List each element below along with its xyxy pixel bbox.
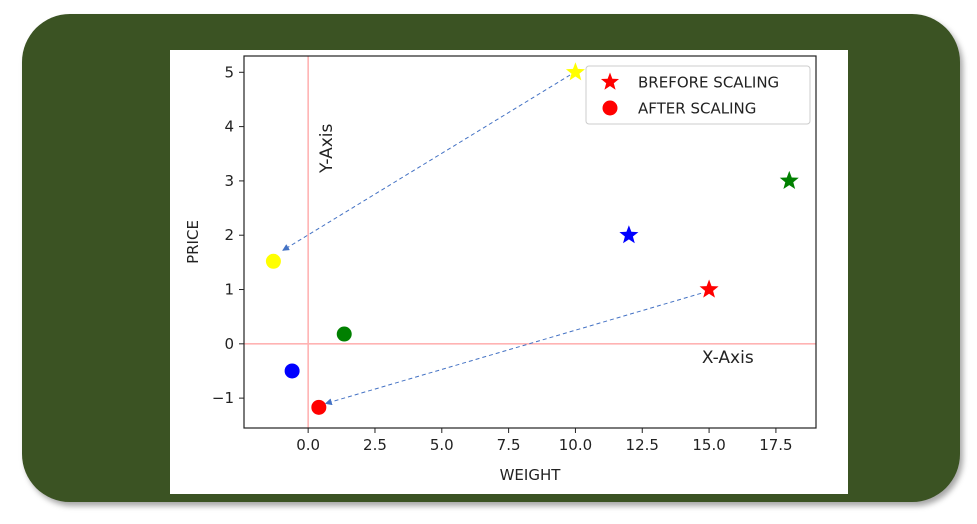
data-point-star (699, 279, 719, 298)
x-tick-label: 10.0 (559, 436, 592, 454)
x-tick-label: 0.0 (296, 436, 320, 454)
y-tick-label: −1 (212, 389, 234, 407)
x-tick-label: 2.5 (363, 436, 387, 454)
data-point-star (619, 225, 639, 244)
plot-frame (243, 55, 817, 429)
chart-panel: 0.0 2.5 5.0 7.5 10.0 12.5 15.0 17.5 −1 0 1 2 3 4 5 WEIG… (170, 50, 848, 494)
x-tick-label: 15.0 (692, 436, 725, 454)
data-point-circle (311, 399, 327, 415)
scaling-arrow (324, 292, 702, 406)
data-point-star (779, 170, 799, 189)
y-tick-label: 2 (224, 226, 234, 244)
x-axis-label: WEIGHT (500, 466, 562, 484)
x-tick-label: 5.0 (430, 436, 454, 454)
y-axis-annotation: Y-Axis (317, 123, 337, 174)
x-tick-label: 12.5 (626, 436, 659, 454)
y-tick-label: 1 (224, 281, 234, 299)
x-tick-label: 7.5 (497, 436, 521, 454)
scaling-arrow (282, 74, 571, 251)
legend-label: BREFORE SCALING (638, 74, 779, 92)
data-point-star (565, 62, 585, 81)
legend-star-icon (600, 72, 620, 90)
y-tick-label: 5 (224, 63, 234, 81)
data-point-circle (265, 253, 281, 269)
chart-frame: 0.0 2.5 5.0 7.5 10.0 12.5 15.0 17.5 −1 0 1 2 3 4 5 WEIG… (22, 14, 960, 502)
data-point-circle (284, 363, 300, 379)
legend-box (585, 65, 811, 125)
y-tick-label: 4 (224, 118, 234, 136)
y-axis-label: PRICE (184, 220, 202, 264)
y-tick-label: 0 (224, 335, 234, 353)
data-point-circle (336, 326, 352, 342)
x-tick-label: 17.5 (759, 436, 792, 454)
legend-label: AFTER SCALING (638, 100, 756, 118)
y-tick-label: 3 (224, 172, 234, 190)
scatter-chart: 0.0 2.5 5.0 7.5 10.0 12.5 15.0 17.5 −1 0 1 2 3 4 5 WEIG… (184, 55, 817, 484)
x-axis-annotation: X-Axis (702, 348, 754, 368)
legend-circle-icon (602, 100, 618, 116)
